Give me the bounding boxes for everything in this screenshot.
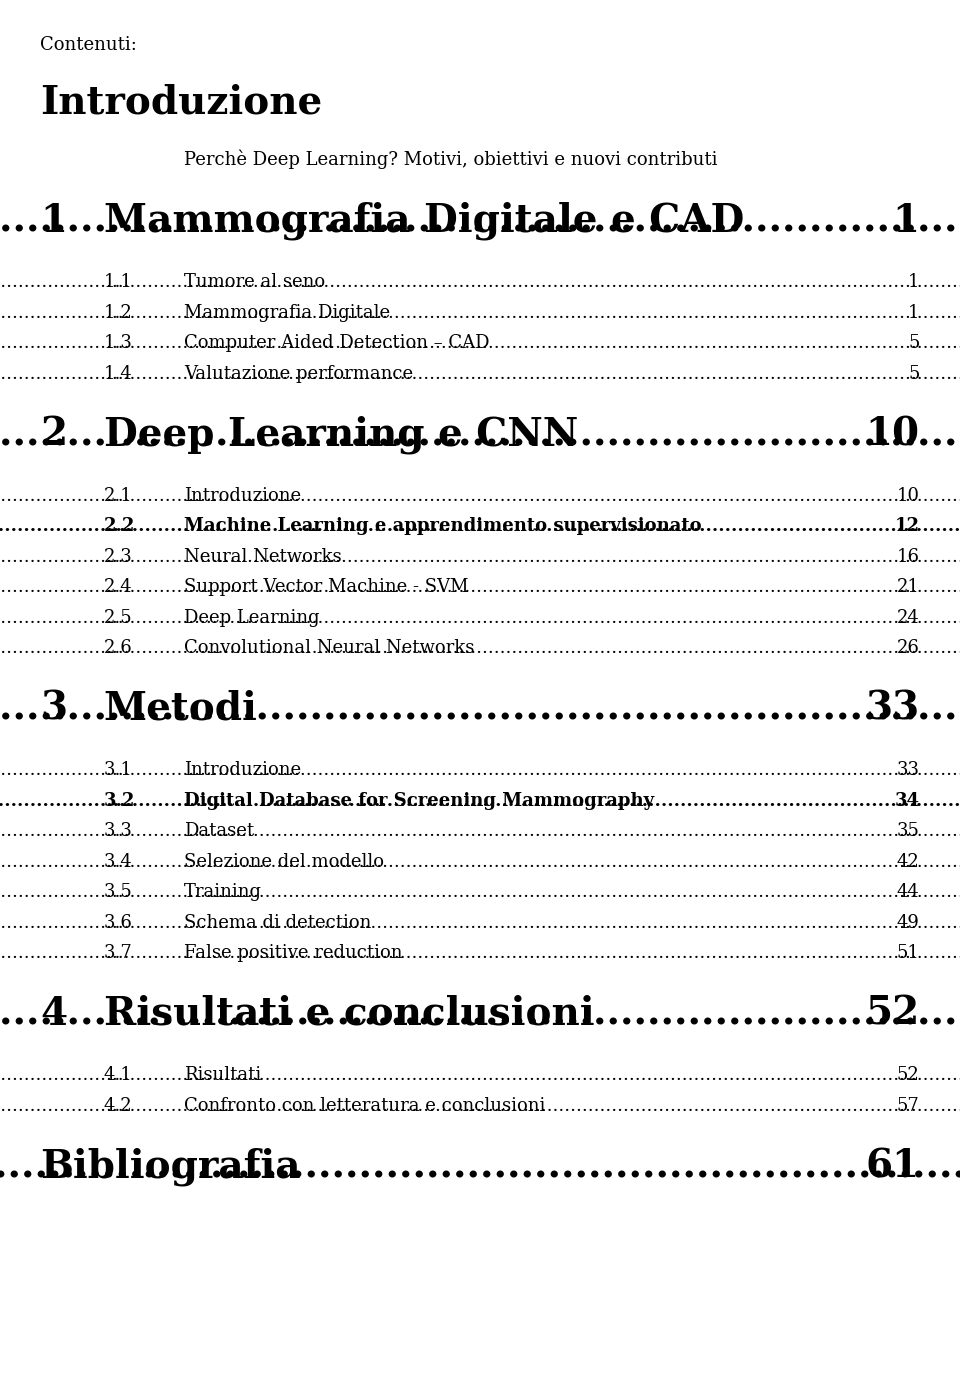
Text: ................................................................................: ........................................…	[0, 578, 960, 596]
Text: ................................................................................: ........................................…	[0, 914, 960, 932]
Text: 21: 21	[897, 578, 920, 596]
Text: 5: 5	[908, 365, 920, 383]
Text: ................................................................................: ........................................…	[0, 334, 960, 352]
Text: Training: Training	[184, 884, 262, 902]
Text: ................................................................................: ........................................…	[0, 609, 960, 627]
Text: 2.2: 2.2	[104, 517, 135, 535]
Text: False positive reduction: False positive reduction	[184, 945, 403, 963]
Text: 2: 2	[40, 415, 67, 454]
Text: ................................................................................: ........................................…	[0, 201, 960, 240]
Text: ................................................................................: ........................................…	[0, 487, 960, 505]
Text: Deep Learning: Deep Learning	[184, 609, 320, 627]
Text: 16: 16	[897, 548, 920, 566]
Text: ................................................................................: ........................................…	[0, 415, 960, 454]
Text: 4.1: 4.1	[104, 1067, 132, 1085]
Text: 3.5: 3.5	[104, 884, 132, 902]
Text: 3: 3	[40, 689, 67, 728]
Text: Schema di detection: Schema di detection	[184, 914, 372, 932]
Text: 2.1: 2.1	[104, 487, 132, 505]
Text: ................................................................................: ........................................…	[0, 884, 960, 902]
Text: ................................................................................: ........................................…	[0, 1067, 960, 1085]
Text: Dataset: Dataset	[184, 822, 254, 841]
Text: 5: 5	[908, 334, 920, 352]
Text: Convolutional Neural Networks: Convolutional Neural Networks	[184, 639, 474, 657]
Text: ................................................................................: ........................................…	[0, 761, 960, 779]
Text: 33: 33	[865, 689, 920, 728]
Text: Neural Networks: Neural Networks	[184, 548, 342, 566]
Text: ................................................................................: ........................................…	[0, 689, 960, 728]
Text: Contenuti:: Contenuti:	[40, 36, 137, 54]
Text: Support Vector Machine - SVM: Support Vector Machine - SVM	[184, 578, 468, 596]
Text: ................................................................................: ........................................…	[0, 639, 960, 657]
Text: Bibliografia: Bibliografia	[40, 1147, 300, 1186]
Text: 1: 1	[893, 201, 920, 240]
Text: Machine Learning e apprendimento supervisionato: Machine Learning e apprendimento supervi…	[184, 517, 702, 535]
Text: Digital Database for Screening Mammography: Digital Database for Screening Mammograp…	[184, 792, 655, 810]
Text: ................................................................................: ........................................…	[0, 1147, 960, 1186]
Text: Introduzione: Introduzione	[40, 83, 323, 122]
Text: 2.5: 2.5	[104, 609, 132, 627]
Text: 4.2: 4.2	[104, 1097, 132, 1115]
Text: 3.4: 3.4	[104, 853, 132, 871]
Text: 1.1: 1.1	[104, 273, 132, 291]
Text: Introduzione: Introduzione	[184, 487, 301, 505]
Text: Deep Learning e CNN: Deep Learning e CNN	[104, 415, 578, 454]
Text: Risultati: Risultati	[184, 1067, 261, 1085]
Text: 1.3: 1.3	[104, 334, 132, 352]
Text: 1: 1	[908, 304, 920, 322]
Text: 33: 33	[897, 761, 920, 779]
Text: 52: 52	[897, 1067, 920, 1085]
Text: ................................................................................: ........................................…	[0, 994, 960, 1033]
Text: ................................................................................: ........................................…	[0, 304, 960, 322]
Text: ................................................................................: ........................................…	[0, 945, 960, 963]
Text: 26: 26	[897, 639, 920, 657]
Text: 10: 10	[897, 487, 920, 505]
Text: ................................................................................: ........................................…	[0, 517, 960, 535]
Text: 24: 24	[897, 609, 920, 627]
Text: 52: 52	[865, 994, 920, 1033]
Text: ................................................................................: ........................................…	[0, 273, 960, 291]
Text: 34: 34	[895, 792, 920, 810]
Text: 1.4: 1.4	[104, 365, 132, 383]
Text: 1: 1	[40, 201, 67, 240]
Text: ................................................................................: ........................................…	[0, 853, 960, 871]
Text: Tumore al seno: Tumore al seno	[184, 273, 325, 291]
Text: ................................................................................: ........................................…	[0, 548, 960, 566]
Text: 61: 61	[866, 1147, 920, 1186]
Text: 12: 12	[895, 517, 920, 535]
Text: 2.4: 2.4	[104, 578, 132, 596]
Text: Mammografia Digitale e CAD: Mammografia Digitale e CAD	[104, 201, 744, 240]
Text: 1: 1	[908, 273, 920, 291]
Text: 4: 4	[40, 994, 67, 1033]
Text: 2.3: 2.3	[104, 548, 132, 566]
Text: 44: 44	[897, 884, 920, 902]
Text: Valutazione performance: Valutazione performance	[184, 365, 414, 383]
Text: 2.6: 2.6	[104, 639, 132, 657]
Text: 57: 57	[897, 1097, 920, 1115]
Text: Selezione del modello: Selezione del modello	[184, 853, 384, 871]
Text: ................................................................................: ........................................…	[0, 1097, 960, 1115]
Text: ................................................................................: ........................................…	[0, 792, 960, 810]
Text: 1.2: 1.2	[104, 304, 132, 322]
Text: 35: 35	[897, 822, 920, 841]
Text: 49: 49	[897, 914, 920, 932]
Text: 3.6: 3.6	[104, 914, 132, 932]
Text: 3.3: 3.3	[104, 822, 132, 841]
Text: Metodi: Metodi	[104, 689, 257, 728]
Text: 3.1: 3.1	[104, 761, 132, 779]
Text: Introduzione: Introduzione	[184, 761, 301, 779]
Text: Risultati e conclusioni: Risultati e conclusioni	[104, 994, 594, 1033]
Text: ................................................................................: ........................................…	[0, 822, 960, 841]
Text: 42: 42	[897, 853, 920, 871]
Text: 10: 10	[866, 415, 920, 454]
Text: Confronto con letteratura e conclusioni: Confronto con letteratura e conclusioni	[184, 1097, 545, 1115]
Text: Computer Aided Detection – CAD: Computer Aided Detection – CAD	[184, 334, 490, 352]
Text: Mammografia Digitale: Mammografia Digitale	[184, 304, 391, 322]
Text: ................................................................................: ........................................…	[0, 365, 960, 383]
Text: 51: 51	[897, 945, 920, 963]
Text: 3.7: 3.7	[104, 945, 132, 963]
Text: Perchè Deep Learning? Motivi, obiettivi e nuovi contributi: Perchè Deep Learning? Motivi, obiettivi …	[184, 150, 718, 169]
Text: 3.2: 3.2	[104, 792, 135, 810]
